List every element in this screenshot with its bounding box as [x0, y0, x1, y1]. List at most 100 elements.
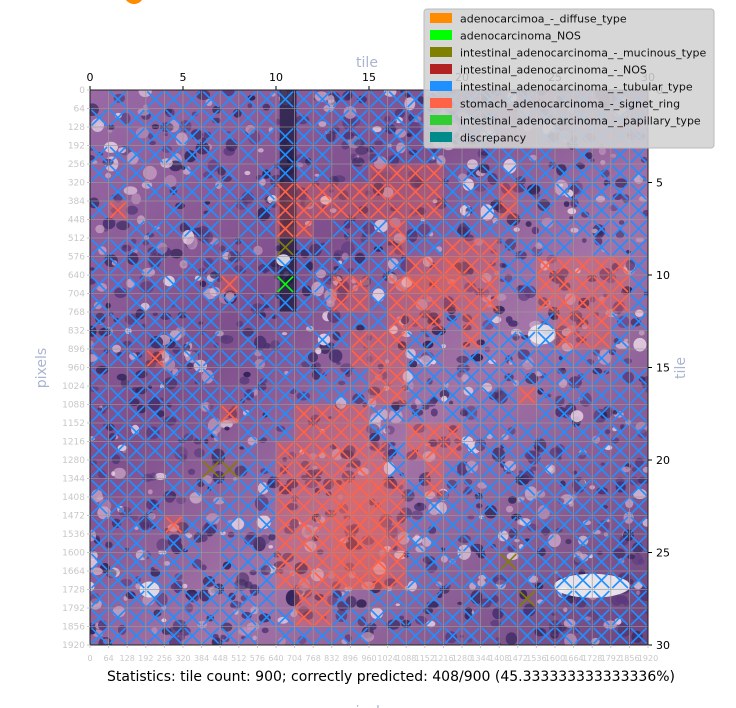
tubular-tile-mark: [574, 442, 592, 460]
signet-ring-tile-mark: [332, 423, 350, 441]
tubular-tile-mark: [295, 349, 313, 367]
tubular-tile-mark: [518, 183, 536, 201]
signet-ring-region: [555, 312, 611, 349]
nucleus-shape: [353, 139, 365, 147]
tubular-tile-mark: [221, 534, 238, 552]
tubular-tile-mark: [630, 164, 648, 182]
tubular-tile-mark: [258, 553, 276, 571]
tubular-tile-mark: [258, 90, 276, 108]
tubular-tile-mark: [630, 405, 648, 423]
tubular-tile-mark: [109, 109, 127, 127]
tubular-tile-mark: [90, 368, 108, 386]
nucleus-shape: [506, 505, 514, 513]
tubular-tile-mark: [109, 571, 127, 589]
tubular-tile-mark: [183, 220, 201, 238]
nucleus-shape: [362, 402, 368, 408]
tubular-tile-mark: [109, 423, 127, 441]
nucleus-shape: [239, 376, 250, 385]
tubular-tile-mark: [369, 257, 387, 275]
tubular-tile-mark: [444, 553, 462, 571]
x-axis-top-title: tile: [356, 55, 378, 71]
tubular-tile-mark: [518, 275, 536, 293]
nucleus-shape: [399, 615, 405, 620]
tubular-tile-mark: [314, 294, 331, 312]
signet-ring-tile-mark: [369, 386, 387, 404]
tubular-tile-mark: [90, 238, 108, 256]
tubular-tile-mark: [369, 312, 387, 330]
signet-ring-tile-mark: [295, 590, 313, 608]
tubular-tile-mark: [593, 349, 610, 367]
signet-ring-region: [424, 460, 444, 497]
tubular-tile-mark: [369, 109, 387, 127]
tubular-tile-mark: [462, 571, 480, 589]
tubular-tile-mark: [128, 423, 145, 441]
tubular-tile-mark: [276, 405, 294, 423]
signet-ring-tile-mark: [462, 238, 480, 256]
tubular-tile-mark: [537, 405, 555, 423]
tubular-tile-mark: [425, 497, 443, 515]
tubular-tile-mark: [481, 497, 499, 515]
tubular-tile-mark: [481, 442, 499, 460]
nucleus-shape: [149, 140, 156, 145]
tubular-tile-mark: [481, 534, 499, 552]
nucleus-shape: [597, 551, 603, 555]
tubular-tile-mark: [258, 164, 276, 182]
nucleus-shape: [126, 205, 138, 215]
nucleus-shape: [343, 131, 355, 140]
tile-prediction-marks: [90, 90, 648, 645]
tubular-tile-mark: [165, 627, 183, 645]
tubular-tile-mark: [165, 349, 183, 367]
tubular-tile-mark: [444, 608, 462, 626]
tubular-tile-mark: [611, 349, 629, 367]
nucleus-shape: [374, 582, 383, 590]
tubular-tile-mark: [518, 460, 536, 478]
tubular-tile-mark: [128, 294, 145, 312]
signet-ring-tile-mark: [481, 257, 499, 275]
nucleus-shape: [395, 603, 400, 606]
nucleus-shape: [369, 432, 380, 443]
nucleus-shape: [222, 252, 232, 260]
y-left-tick-label: 0: [79, 86, 85, 96]
tubular-tile-mark: [202, 331, 220, 349]
signet-ring-region: [276, 182, 314, 238]
tubular-tile-mark: [90, 479, 108, 497]
signet-ring-tile-mark: [276, 479, 294, 497]
nucleus-shape: [386, 619, 401, 630]
nucleus-shape: [465, 460, 478, 473]
tubular-tile-mark: [258, 571, 276, 589]
nucleus-shape: [426, 400, 436, 407]
nucleus-shape: [513, 227, 520, 232]
signet-ring-tile-mark: [351, 442, 369, 460]
tubular-tile-mark: [593, 423, 610, 441]
nucleus-shape: [635, 237, 644, 243]
nucleus-shape: [120, 112, 131, 125]
signet-ring-tile-mark: [351, 516, 369, 534]
nucleus-shape: [286, 478, 299, 489]
nucleus-shape: [356, 599, 367, 609]
mucinous-tile-mark: [276, 238, 294, 256]
tubular-tile-mark: [90, 571, 108, 589]
y-left-tick-label: 512: [68, 234, 85, 244]
y-left-tick-label: 320: [68, 179, 85, 189]
tubular-tile-mark: [202, 608, 220, 626]
tubular-tile-mark: [221, 479, 238, 497]
tubular-tile-mark: [239, 460, 257, 478]
tubular-tile-mark: [202, 497, 220, 515]
tubular-tile-mark: [518, 146, 536, 164]
tubular-tile-mark: [537, 553, 555, 571]
tubular-tile-mark: [481, 146, 499, 164]
signet-ring-tile-mark: [314, 497, 331, 515]
nucleus-shape: [389, 155, 400, 165]
tubular-tile-mark: [369, 294, 387, 312]
tubular-tile-mark: [258, 460, 276, 478]
signet-ring-tile-mark: [425, 460, 443, 478]
nucleus-shape: [464, 282, 477, 293]
signet-ring-tile-mark: [332, 479, 350, 497]
nucleus-shape: [257, 482, 269, 495]
tubular-tile-mark: [146, 238, 164, 256]
nucleus-shape: [150, 569, 161, 577]
nucleus-shape: [567, 208, 577, 215]
y-axis-right-ticks: 051015202530: [648, 84, 670, 652]
nucleus-shape: [118, 624, 127, 635]
tubular-tile-mark: [128, 331, 145, 349]
